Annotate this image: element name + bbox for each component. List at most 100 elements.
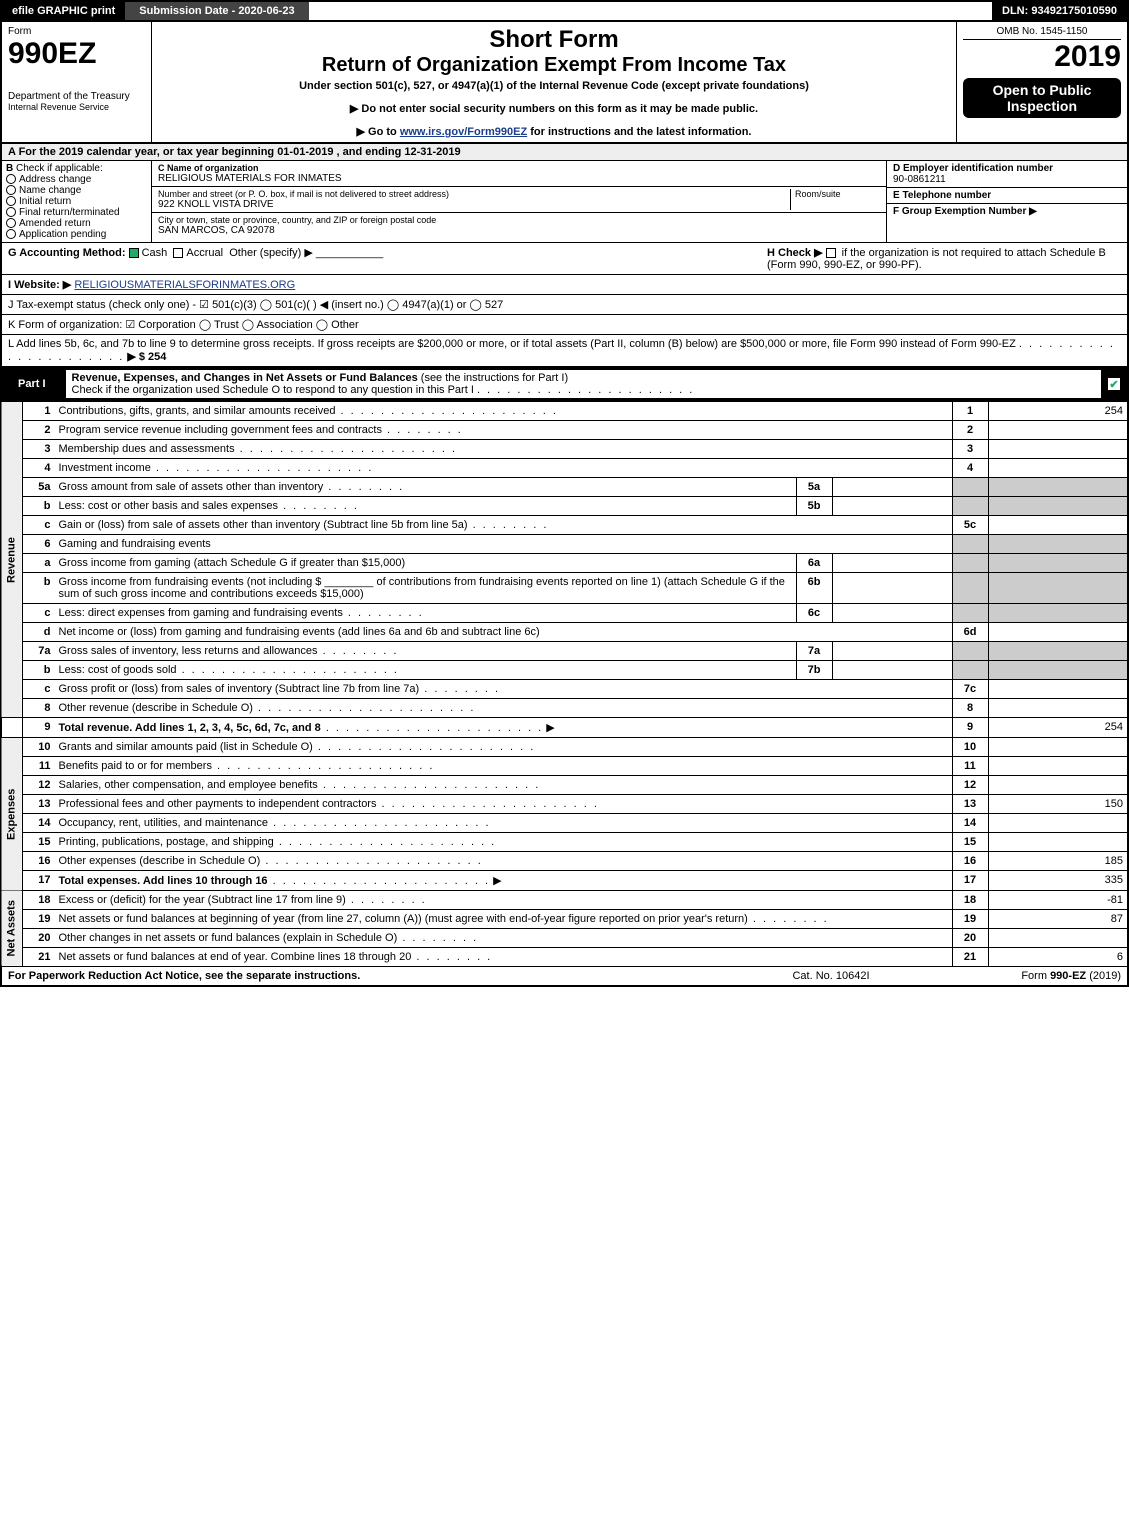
line-20-desc: Other changes in net assets or fund bala… (59, 932, 398, 944)
line-7a-ibox: 7a (796, 642, 832, 661)
line-5a-ibox: 5a (796, 478, 832, 497)
line-5a-desc: Gross amount from sale of assets other t… (59, 481, 324, 493)
telephone-label: E Telephone number (893, 190, 1121, 201)
line-6c-num: c (23, 604, 55, 623)
part-1-check-line: Check if the organization used Schedule … (72, 384, 474, 396)
line-6c-desc: Less: direct expenses from gaming and fu… (59, 607, 343, 619)
line-7b-ibox: 7b (796, 661, 832, 680)
line-19-value: 87 (988, 910, 1128, 929)
org-name: RELIGIOUS MATERIALS FOR INMATES (158, 173, 880, 184)
dln: DLN: 93492175010590 (992, 2, 1127, 20)
line-5b-ibox: 5b (796, 497, 832, 516)
line-17-desc: Total expenses. Add lines 10 through 16 (59, 875, 268, 887)
row-k: K Form of organization: ☑ Corporation ◯ … (0, 315, 1129, 335)
irs-link[interactable]: www.irs.gov/Form990EZ (400, 126, 527, 138)
line-2-num: 2 (23, 421, 55, 440)
line-16-num: 16 (23, 852, 55, 871)
instr-goto: ▶ Go to www.irs.gov/Form990EZ for instru… (158, 125, 950, 138)
line-6c-ibox: 6c (796, 604, 832, 623)
page-footer: For Paperwork Reduction Act Notice, see … (0, 966, 1129, 987)
line-6d-desc: Net income or (loss) from gaming and fun… (59, 626, 540, 638)
line-9-value: 254 (988, 718, 1128, 738)
line-21-rnum: 21 (952, 948, 988, 967)
line-14-rnum: 14 (952, 814, 988, 833)
lbl-application-pending: Application pending (19, 229, 106, 240)
line-6a-desc: Gross income from gaming (attach Schedul… (59, 557, 406, 569)
lbl-amended-return: Amended return (19, 218, 91, 229)
row-g-h: G Accounting Method: Cash Accrual Other … (0, 243, 1129, 275)
col-c: C Name of organization RELIGIOUS MATERIA… (152, 161, 887, 242)
tax-year: 2019 (963, 40, 1121, 74)
line-1-rnum: 1 (952, 402, 988, 421)
line-4-value (988, 459, 1128, 478)
line-6d-rnum: 6d (952, 623, 988, 642)
line-20-rnum: 20 (952, 929, 988, 948)
open-to-public: Open to Public Inspection (963, 78, 1121, 118)
line-9-desc: Total revenue. Add lines 1, 2, 3, 4, 5c,… (59, 722, 321, 734)
org-name-label: C Name of organization (158, 163, 880, 173)
chk-cash[interactable] (129, 248, 139, 258)
line-6a-rnum-shade (952, 554, 988, 573)
line-7a-desc: Gross sales of inventory, less returns a… (59, 645, 318, 657)
header-left: Form 990EZ Department of the Treasury In… (2, 22, 152, 142)
form-header: Form 990EZ Department of the Treasury In… (0, 22, 1129, 144)
chk-name-change[interactable] (6, 185, 16, 195)
line-5b-desc: Less: cost or other basis and sales expe… (59, 500, 279, 512)
line-5a-rnum-shade (952, 478, 988, 497)
line-18-rnum: 18 (952, 891, 988, 910)
chk-h-schedule-b[interactable] (826, 248, 836, 258)
line-14-value (988, 814, 1128, 833)
group-exemption-label: F Group Exemption Number ▶ (893, 206, 1121, 217)
line-6a-ibox-val (832, 554, 952, 573)
line-6b-ibox: 6b (796, 573, 832, 604)
dept-irs: Internal Revenue Service (8, 102, 145, 112)
website-link[interactable]: RELIGIOUSMATERIALSFORINMATES.ORG (74, 279, 295, 291)
line-18-value: -81 (988, 891, 1128, 910)
line-6-rval-shade (988, 535, 1128, 554)
line-21-desc: Net assets or fund balances at end of ye… (59, 951, 412, 963)
line-2-desc: Program service revenue including govern… (59, 424, 382, 436)
line-19-num: 19 (23, 910, 55, 929)
line-8-desc: Other revenue (describe in Schedule O) (59, 702, 253, 714)
return-title: Return of Organization Exempt From Incom… (158, 54, 950, 77)
lbl-cash: Cash (142, 247, 168, 259)
part-1-subtitle: (see the instructions for Part I) (421, 372, 568, 384)
col-d: D Employer identification number 90-0861… (887, 161, 1127, 242)
ein-value: 90-0861211 (893, 174, 1121, 185)
lbl-accrual: Accrual (186, 247, 223, 259)
short-form-title: Short Form (158, 26, 950, 54)
line-6c-ibox-val (832, 604, 952, 623)
k-form-of-organization: K Form of organization: ☑ Corporation ◯ … (8, 318, 1121, 331)
dots (477, 384, 694, 396)
row-i: I Website: ▶ RELIGIOUSMATERIALSFORINMATE… (0, 275, 1129, 295)
part-1-header: Part I Revenue, Expenses, and Changes in… (0, 367, 1129, 401)
city-state-zip: SAN MARCOS, CA 92078 (158, 225, 880, 236)
chk-final-return[interactable] (6, 207, 16, 217)
line-6-num: 6 (23, 535, 55, 554)
line-13-value: 150 (988, 795, 1128, 814)
chk-amended-return[interactable] (6, 218, 16, 228)
line-16-desc: Other expenses (describe in Schedule O) (59, 855, 261, 867)
line-10-rnum: 10 (952, 738, 988, 757)
line-14-desc: Occupancy, rent, utilities, and maintena… (59, 817, 269, 829)
side-label-net-assets: Net Assets (1, 891, 23, 967)
line-1-value: 254 (988, 402, 1128, 421)
chk-accrual[interactable] (173, 248, 183, 258)
footer-form-ref: Form 990-EZ (2019) (921, 970, 1121, 982)
line-18-num: 18 (23, 891, 55, 910)
chk-address-change[interactable] (6, 174, 16, 184)
line-16-rnum: 16 (952, 852, 988, 871)
chk-application-pending[interactable] (6, 229, 16, 239)
part-1-label: Part I (8, 376, 56, 392)
dept-treasury: Department of the Treasury (8, 91, 145, 102)
ein-label: D Employer identification number (893, 163, 1121, 174)
part-1-checkbox[interactable]: ✔ (1107, 377, 1121, 391)
top-bar: efile GRAPHIC print Submission Date - 20… (0, 0, 1129, 22)
chk-initial-return[interactable] (6, 196, 16, 206)
instr-no-ssn: ▶ Do not enter social security numbers o… (158, 102, 950, 115)
line-15-num: 15 (23, 833, 55, 852)
check-if-applicable: Check if applicable: (16, 163, 103, 174)
line-21-value: 6 (988, 948, 1128, 967)
efile-print[interactable]: efile GRAPHIC print (2, 2, 125, 20)
line-5c-num: c (23, 516, 55, 535)
